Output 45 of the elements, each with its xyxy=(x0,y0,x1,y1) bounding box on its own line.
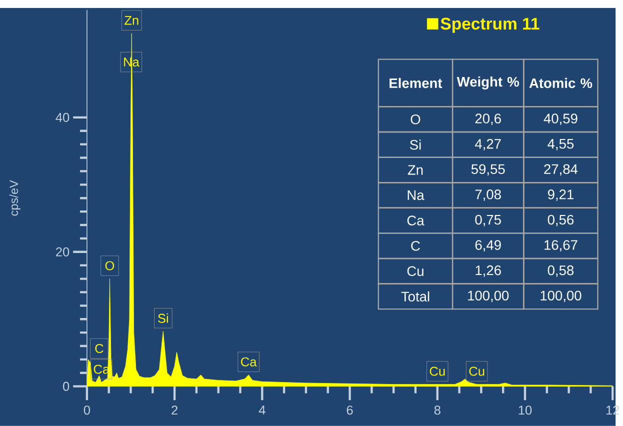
y-axis-title: cps/eV xyxy=(9,180,20,216)
annotation: Element xyxy=(390,78,442,88)
annotation: 100,00 xyxy=(468,290,509,302)
annotation: Si xyxy=(410,140,421,150)
x-tick-label: 10 xyxy=(518,406,532,415)
annotation: 1,26 xyxy=(476,265,501,277)
y-tick-label: 0 xyxy=(63,382,70,391)
x-tick-label: 2 xyxy=(172,406,178,415)
annotation: 59,55 xyxy=(471,164,505,176)
annotation: Si xyxy=(158,314,168,323)
annotation: 4,27 xyxy=(475,139,501,150)
annotation: 27,84 xyxy=(544,164,578,176)
annotation: Cu xyxy=(430,366,445,376)
x-tick-label: 8 xyxy=(434,406,440,415)
x-tick-label: 4 xyxy=(258,406,266,414)
annotation: Ca xyxy=(241,357,257,366)
annotation: Atomic % xyxy=(529,78,592,88)
annotation: O xyxy=(410,114,420,124)
annotation: Weight % xyxy=(456,76,520,90)
annotation: 6,49 xyxy=(475,240,501,252)
annotation: Na xyxy=(408,190,424,200)
annotation: 0,56 xyxy=(548,214,574,226)
annotation: Cu xyxy=(469,366,484,376)
y-tick-label: 20 xyxy=(56,247,70,256)
y-tick-label: 40 xyxy=(56,112,70,122)
legend-label: Spectrum 11 xyxy=(440,18,540,33)
annotation: 20,6 xyxy=(475,114,501,126)
annotation: C xyxy=(411,241,420,251)
x-tick-label: 6 xyxy=(346,406,353,415)
annotation: Zn xyxy=(124,16,138,25)
annotation: Zn xyxy=(408,165,423,175)
annotation: Total xyxy=(401,291,430,302)
annotation: C xyxy=(95,344,104,354)
annotation: 0,75 xyxy=(475,214,501,226)
annotation: 0,58 xyxy=(548,265,574,277)
annotation: 4,55 xyxy=(548,139,574,150)
annotation: 9,21 xyxy=(548,190,574,201)
annotation: 7,08 xyxy=(475,190,501,201)
annotation: 16,67 xyxy=(544,240,578,252)
x-tick-label: 0 xyxy=(84,406,90,415)
annotation: Cu xyxy=(407,266,424,276)
annotation: 100,00 xyxy=(540,290,582,302)
annotation: O xyxy=(105,261,114,270)
annotation: Ca xyxy=(407,216,424,226)
annotation: 40,59 xyxy=(544,114,578,126)
